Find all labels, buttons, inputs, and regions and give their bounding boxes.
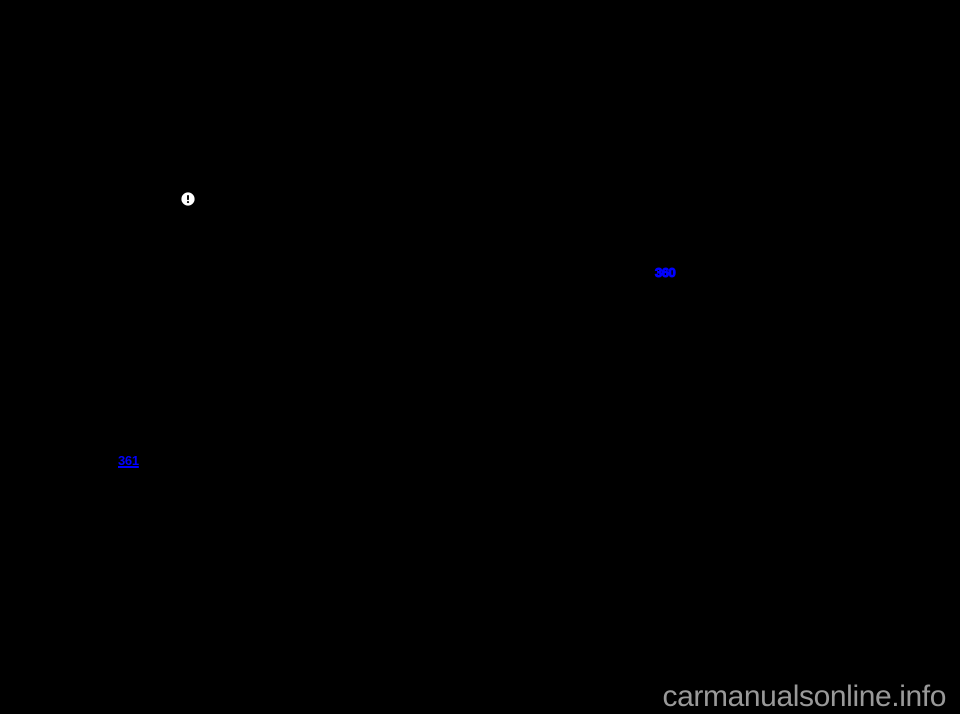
site-watermark: carmanualsonline.info — [662, 680, 947, 713]
page-reference-lower-left[interactable]: 361 — [118, 453, 139, 468]
page-reference-upper-right[interactable]: 360 — [654, 265, 676, 280]
warning-exclamation-circle-icon — [181, 192, 195, 206]
